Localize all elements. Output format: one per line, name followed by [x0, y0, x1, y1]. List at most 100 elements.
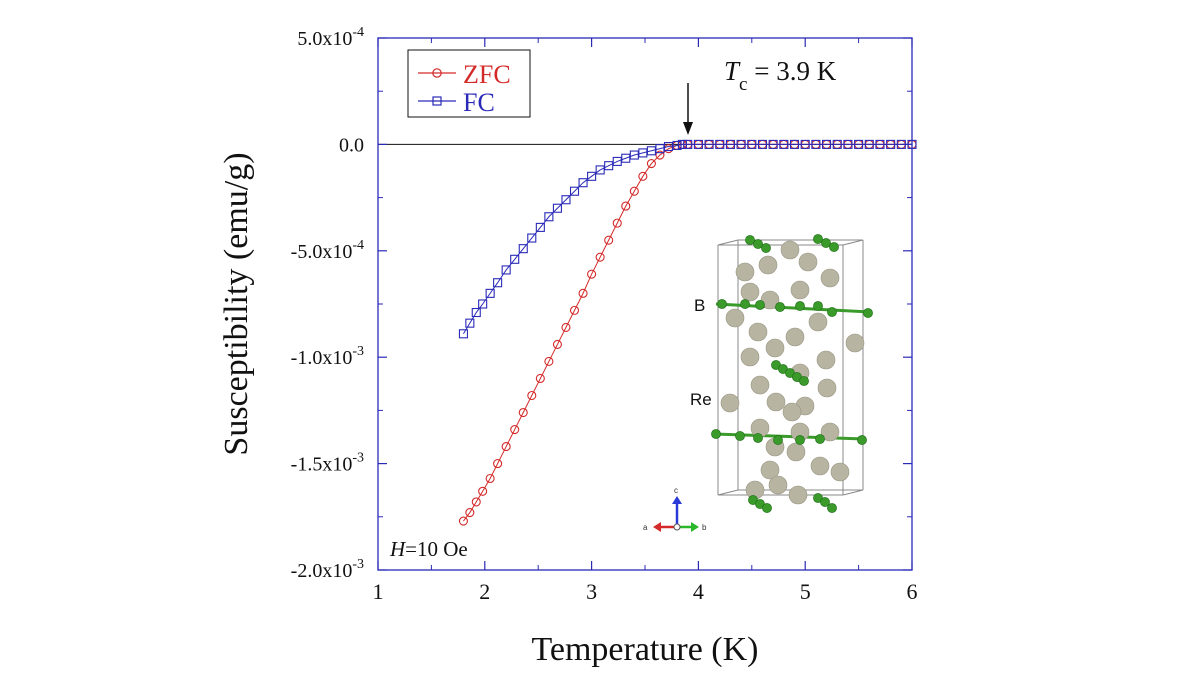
tc-annotation: Tc = 3.9 K — [683, 56, 837, 135]
data-point-fc — [843, 139, 853, 149]
data-point-fc — [757, 139, 768, 149]
field-symbol: H — [389, 537, 407, 561]
data-point-fc — [715, 139, 725, 149]
data-point-fc — [693, 139, 703, 149]
x-axis-label: Temperature (K) — [532, 631, 759, 668]
rhenium-atom — [816, 350, 836, 370]
x-tick-label: 3 — [586, 579, 597, 604]
data-point-zfc — [604, 235, 614, 245]
legend-marker-zfc — [432, 68, 442, 78]
boron-atom — [745, 235, 755, 245]
legend-item-fc: FC — [418, 88, 495, 117]
boron-atom — [799, 376, 809, 386]
data-point-fc — [493, 278, 503, 288]
data-point-fc — [587, 171, 597, 181]
boron-atom — [857, 435, 867, 445]
data-point-fc — [822, 139, 832, 149]
data-point-fc — [527, 233, 537, 243]
boron-atom — [815, 434, 825, 444]
data-point-fc — [768, 139, 778, 149]
inset-label-boron: B — [694, 296, 705, 315]
boron-atom — [740, 299, 750, 309]
rhenium-atom — [798, 252, 818, 272]
data-point-zfc — [587, 269, 597, 279]
data-point-fc — [510, 254, 520, 264]
data-point-zfc — [629, 186, 639, 196]
data-point-zfc — [478, 486, 488, 496]
boron-atom — [827, 503, 837, 513]
data-point-zfc — [535, 373, 545, 384]
boron-atom — [717, 299, 727, 309]
boron-atom — [795, 301, 805, 311]
unit-cell-edge — [842, 239, 864, 246]
rhenium-atom — [830, 462, 850, 482]
data-point-zfc — [501, 442, 511, 452]
data-point-fc — [478, 299, 488, 309]
legend-item-zfc: ZFC — [418, 60, 511, 89]
data-point-fc — [832, 139, 842, 149]
unit-cell-edge — [717, 239, 739, 246]
data-point-fc — [458, 329, 468, 339]
data-point-fc — [875, 139, 885, 149]
rhenium-atom — [810, 456, 830, 476]
rhenium-atom — [786, 442, 806, 462]
data-point-fc — [471, 307, 481, 318]
data-point-fc — [672, 140, 682, 151]
boron-atom — [753, 239, 763, 249]
data-point-zfc — [458, 516, 468, 526]
data-point-fc — [854, 139, 864, 149]
rhenium-atom — [808, 312, 828, 332]
x-tick-label: 6 — [907, 579, 918, 604]
legend: ZFC FC — [407, 49, 531, 118]
data-point-zfc — [569, 305, 580, 315]
data-point-zfc — [544, 356, 554, 367]
rhenium-atom — [820, 268, 840, 288]
y-tick-label: -2.0x10-3 — [291, 557, 364, 582]
data-point-zfc — [638, 171, 648, 181]
legend-label-zfc: ZFC — [463, 60, 511, 89]
axis-b-label: b — [702, 523, 707, 532]
data-point-fc — [578, 178, 588, 188]
unit-cell-edge — [842, 489, 864, 496]
inset-label-rhenium: Re — [690, 390, 712, 409]
data-point-zfc — [485, 473, 495, 484]
axis-c-label: c — [674, 486, 678, 495]
x-tick-label: 1 — [373, 579, 384, 604]
field-annotation: H=10 Oe — [389, 537, 468, 561]
data-point-fc — [779, 139, 789, 149]
data-point-zfc — [646, 159, 656, 169]
boron-atom — [820, 497, 830, 507]
boron-atom — [827, 307, 837, 317]
rhenium-atom — [766, 392, 786, 412]
x-tick-label: 5 — [800, 579, 811, 604]
data-point-zfc — [471, 497, 481, 507]
field-value: =10 Oe — [405, 537, 468, 561]
data-point-zfc — [595, 252, 605, 262]
data-point-fc — [747, 139, 757, 149]
tc-symbol: T — [724, 56, 741, 86]
rhenium-atom — [765, 338, 785, 358]
data-point-fc — [485, 288, 495, 298]
data-point-fc — [789, 139, 800, 149]
boron-atom — [761, 243, 771, 253]
rhenium-atom — [720, 393, 740, 413]
tc-label: Tc = 3.9 K — [724, 56, 837, 95]
y-tick-label: -5.0x10-4 — [291, 238, 364, 263]
data-point-zfc — [552, 339, 562, 349]
rhenium-atom — [785, 327, 805, 347]
ticks-layer: 1 2 3 4 5 6 5.0x10-4 0.0 -5.0x10-4 -1.0x10-3 -1.5x… — [291, 25, 918, 604]
data-point-zfc — [465, 507, 475, 518]
rhenium-atom — [748, 322, 768, 342]
boron-atom — [813, 234, 823, 244]
rhenium-atom — [845, 333, 865, 353]
data-point-fc — [800, 139, 810, 149]
rhenium-atom — [782, 402, 802, 422]
data-point-zfc — [518, 407, 528, 418]
data-point-zfc — [561, 322, 571, 332]
crystal-axes-triad: c a b — [643, 486, 707, 532]
data-point-fc — [811, 139, 821, 149]
boron-atom — [775, 302, 785, 312]
boron-atom — [821, 238, 831, 248]
